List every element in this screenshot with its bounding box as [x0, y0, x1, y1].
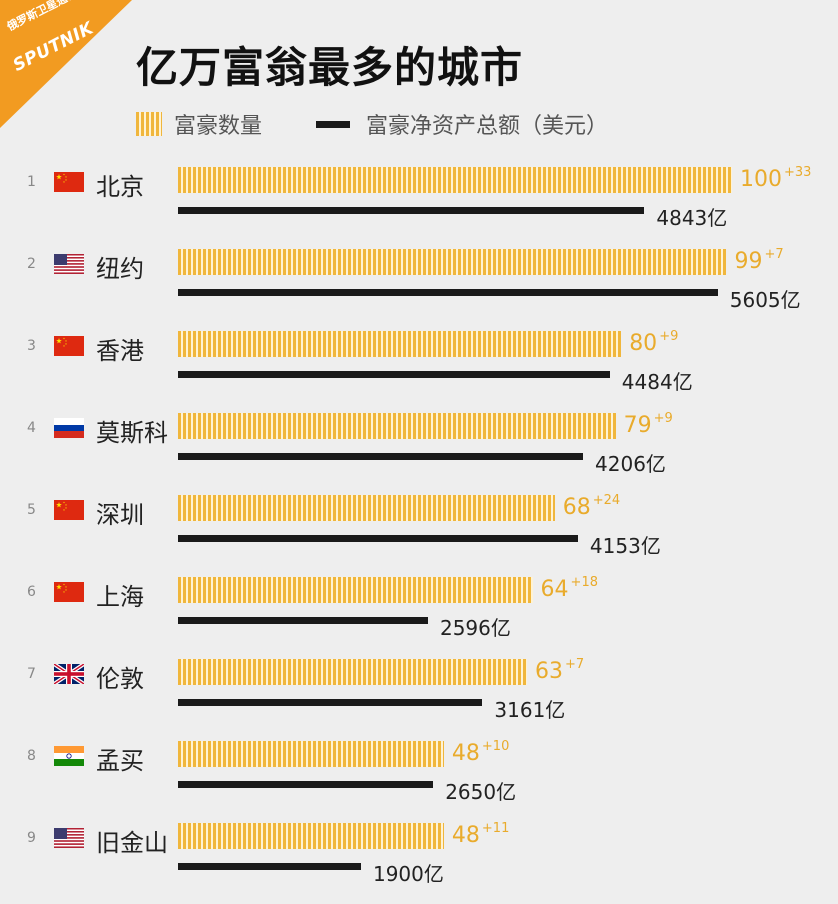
count-value-label: 80 — [629, 331, 658, 356]
legend-label-worth: 富豪净资产总额（美元） — [366, 114, 609, 139]
worth-bar — [178, 699, 483, 706]
worth-value-label: 4484亿 — [621, 370, 693, 394]
flag-uk-icon — [52, 662, 86, 686]
rank-number: 3 — [27, 338, 36, 354]
count-value-label: 68 — [562, 495, 591, 520]
rank-number: 7 — [27, 666, 36, 682]
count-value-label: 48 — [451, 823, 480, 848]
rank-number: 2 — [27, 256, 36, 272]
worth-bar — [178, 207, 645, 214]
worth-bar — [178, 863, 361, 870]
worth-bar — [178, 371, 610, 378]
worth-value-label: 1900亿 — [372, 862, 444, 886]
rank-number: 5 — [27, 502, 36, 518]
city-label: 北京 — [96, 173, 144, 201]
count-value-label: 63 — [535, 659, 564, 684]
flag-cn-icon — [54, 582, 84, 602]
city-label: 香港 — [96, 337, 144, 365]
worth-value-label: 4206亿 — [595, 452, 666, 476]
flag-in-icon — [54, 746, 84, 766]
city-label: 伦敦 — [96, 665, 144, 693]
count-bar — [178, 741, 444, 767]
count-value-label: 79 — [623, 413, 652, 438]
count-delta-label: +33 — [784, 165, 812, 180]
city-label: 孟买 — [96, 747, 144, 775]
flag-us-icon — [54, 254, 84, 274]
worth-value-label: 2650亿 — [445, 780, 517, 804]
legend-label-count: 富豪数量 — [174, 114, 263, 139]
rank-number: 8 — [27, 748, 36, 764]
city-label: 旧金山 — [96, 829, 168, 857]
flag-cn-icon — [54, 336, 84, 356]
flag-ru-icon — [54, 418, 84, 438]
rank-number: 1 — [27, 174, 36, 190]
count-value-label: 100 — [740, 167, 782, 192]
count-bar — [178, 413, 616, 439]
worth-bar — [178, 453, 584, 460]
count-bar — [178, 823, 444, 849]
rank-number: 9 — [27, 830, 36, 846]
count-delta-label: +7 — [565, 657, 585, 672]
count-delta-label: +18 — [570, 575, 598, 590]
worth-value-label: 3161亿 — [494, 698, 566, 722]
count-bar — [178, 577, 533, 603]
count-bar — [178, 659, 528, 685]
count-bar — [178, 331, 622, 357]
worth-bar — [178, 535, 578, 542]
legend-swatch-count — [136, 112, 162, 136]
worth-value-label: 4153亿 — [589, 534, 661, 558]
rank-number: 6 — [27, 584, 36, 600]
count-delta-label: +7 — [764, 247, 784, 262]
count-value-label: 64 — [540, 577, 569, 602]
flag-us-icon — [54, 828, 84, 848]
worth-value-label: 4843亿 — [656, 206, 728, 230]
chart-title: 亿万富翁最多的城市 — [136, 43, 524, 92]
city-label: 纽约 — [96, 255, 144, 283]
count-delta-label: +11 — [481, 821, 510, 836]
flag-cn-icon — [54, 500, 84, 520]
worth-bar — [178, 289, 718, 296]
worth-value-label: 5605亿 — [729, 288, 801, 312]
city-label: 莫斯科 — [96, 419, 168, 447]
flag-cn-icon — [54, 172, 84, 192]
city-label: 上海 — [96, 583, 144, 611]
count-bar — [178, 495, 555, 521]
count-bar — [178, 249, 727, 275]
rank-number: 4 — [27, 420, 36, 436]
count-bar — [178, 167, 732, 193]
count-delta-label: +24 — [592, 493, 621, 508]
legend-swatch-worth — [316, 120, 350, 128]
city-label: 深圳 — [96, 501, 144, 529]
count-delta-label: +9 — [653, 411, 673, 426]
count-value-label: 99 — [734, 249, 763, 274]
legend-item-worth: 富豪净资产总额（美元） — [316, 108, 608, 140]
worth-value-label: 2596亿 — [439, 616, 511, 640]
worth-bar — [178, 781, 434, 788]
count-delta-label: +10 — [481, 739, 510, 754]
count-delta-label: +9 — [659, 329, 679, 344]
count-value-label: 48 — [451, 741, 480, 766]
sputnik-logo: 俄罗斯卫星通讯社 SPUTNIK — [0, 0, 140, 130]
legend-item-count: 富豪数量 — [136, 108, 262, 140]
worth-bar — [178, 617, 428, 624]
logo-triangle — [0, 0, 132, 128]
